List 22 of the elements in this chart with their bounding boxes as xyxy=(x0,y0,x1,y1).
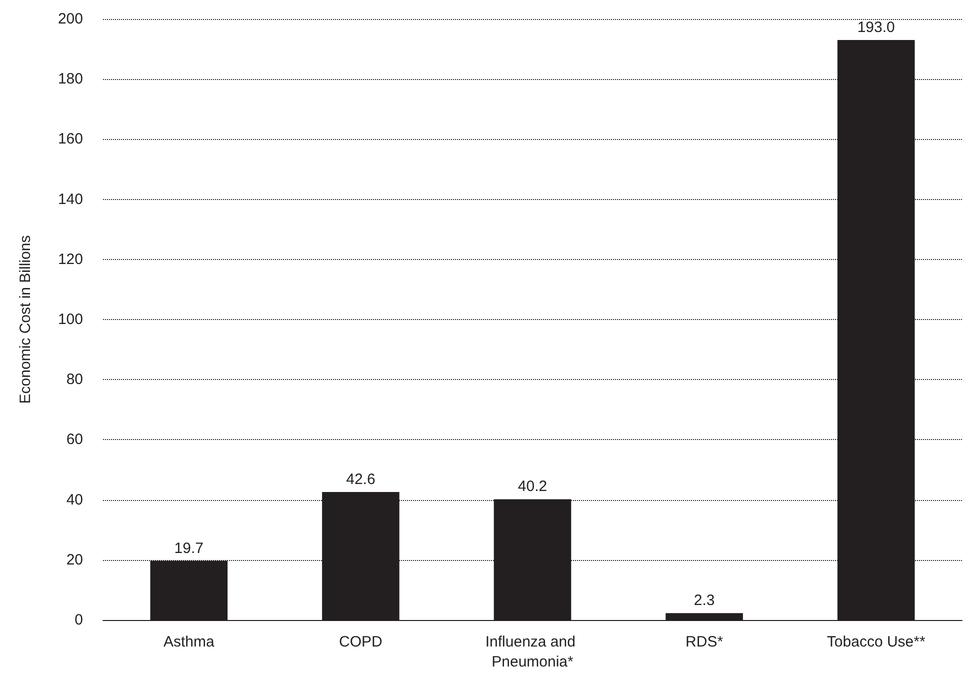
y-tick-label: 100 xyxy=(58,311,83,328)
y-tick-label: 60 xyxy=(66,431,83,448)
y-tick-label: 80 xyxy=(66,371,83,388)
y-tick-label: 160 xyxy=(58,130,83,148)
x-tick-label: Asthma xyxy=(163,634,215,650)
y-tick-label: 0 xyxy=(74,612,83,628)
data-label: 42.6 xyxy=(346,470,376,488)
x-tick-label: Tobacco Use** xyxy=(826,634,926,650)
y-tick-label: 140 xyxy=(58,190,83,208)
y-tick-label: 180 xyxy=(58,70,83,88)
data-label: 2.3 xyxy=(694,592,715,610)
y-tick-label: 200 xyxy=(58,10,83,28)
x-tick-label: Influenza and Pneumonia* xyxy=(485,634,580,670)
x-tick-label: RDS* xyxy=(686,634,724,650)
data-label: 19.7 xyxy=(174,540,204,557)
y-tick-label: 40 xyxy=(66,491,83,508)
data-label: 40.2 xyxy=(518,478,548,496)
x-tick-label: COPD xyxy=(339,634,383,650)
y-tick-label: 120 xyxy=(58,250,83,268)
y-tick-label: 20 xyxy=(66,551,83,568)
y-axis-title: Economic Cost in Billions xyxy=(17,235,34,404)
data-label: 193.0 xyxy=(857,19,895,36)
